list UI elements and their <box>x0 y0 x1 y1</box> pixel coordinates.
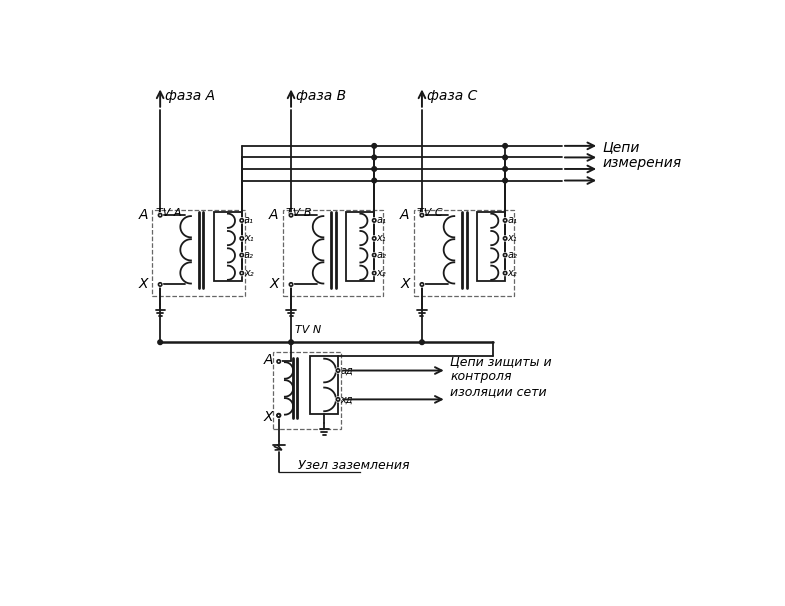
Text: a₂: a₂ <box>507 250 517 260</box>
Text: Цепи
измерения: Цепи измерения <box>602 140 681 170</box>
Circle shape <box>289 340 294 345</box>
Circle shape <box>419 213 425 218</box>
Circle shape <box>372 236 377 241</box>
Bar <box>273 352 341 429</box>
Circle shape <box>503 144 507 148</box>
Text: A: A <box>269 208 279 222</box>
Circle shape <box>335 397 341 402</box>
Circle shape <box>372 253 377 258</box>
Text: фаза A: фаза A <box>165 89 215 103</box>
Circle shape <box>503 167 507 171</box>
Circle shape <box>276 413 281 418</box>
Circle shape <box>372 155 377 160</box>
Circle shape <box>502 253 508 258</box>
Text: X: X <box>269 278 279 291</box>
Circle shape <box>239 271 244 276</box>
Text: aд: aд <box>341 365 353 376</box>
Circle shape <box>503 178 507 183</box>
Text: A: A <box>400 208 410 222</box>
Text: Цепи зищиты и
контроля
изоляции сети: Цепи зищиты и контроля изоляции сети <box>451 355 552 398</box>
Text: x₂: x₂ <box>377 268 386 278</box>
Text: a₁: a₁ <box>377 215 386 225</box>
Text: x₂: x₂ <box>244 268 254 278</box>
Text: x₂: x₂ <box>507 268 517 278</box>
Text: a₁: a₁ <box>244 215 254 225</box>
Bar <box>214 212 242 281</box>
Text: x₁: x₁ <box>244 233 254 244</box>
Circle shape <box>502 236 508 241</box>
Text: Узел заземления: Узел заземления <box>298 459 410 472</box>
Circle shape <box>239 236 244 241</box>
Circle shape <box>420 340 424 345</box>
Bar <box>414 210 514 296</box>
Circle shape <box>419 282 425 287</box>
Text: X: X <box>263 410 273 424</box>
Circle shape <box>158 282 162 287</box>
Text: x₁: x₁ <box>377 233 386 244</box>
Text: a₂: a₂ <box>244 250 254 260</box>
Text: TV N: TV N <box>295 325 321 335</box>
Text: TV B: TV B <box>287 208 312 218</box>
Bar <box>283 210 383 296</box>
Circle shape <box>502 218 508 223</box>
Text: xд: xд <box>341 395 352 404</box>
Text: TV C: TV C <box>418 208 443 218</box>
Circle shape <box>289 282 294 287</box>
Bar <box>477 212 505 281</box>
Circle shape <box>372 218 377 223</box>
Circle shape <box>335 368 341 373</box>
Text: A: A <box>263 353 273 367</box>
Circle shape <box>372 144 377 148</box>
Text: X: X <box>138 278 148 291</box>
Circle shape <box>372 271 377 276</box>
Text: фаза C: фаза C <box>426 89 477 103</box>
Circle shape <box>276 359 281 364</box>
Bar <box>152 210 245 296</box>
Circle shape <box>276 413 281 418</box>
Text: фаза B: фаза B <box>296 89 345 103</box>
Text: x₁: x₁ <box>507 233 517 244</box>
Circle shape <box>289 213 294 218</box>
Circle shape <box>502 271 508 276</box>
Circle shape <box>239 253 244 258</box>
Circle shape <box>503 155 507 160</box>
Circle shape <box>158 213 162 218</box>
Bar <box>346 212 374 281</box>
Text: a₁: a₁ <box>507 215 517 225</box>
Circle shape <box>372 178 377 183</box>
Circle shape <box>239 218 244 223</box>
Circle shape <box>372 167 377 171</box>
Text: X: X <box>400 278 410 291</box>
Bar <box>310 356 338 414</box>
Text: A: A <box>138 208 148 222</box>
Text: TV A: TV A <box>155 208 181 218</box>
Circle shape <box>158 340 162 345</box>
Text: a₂: a₂ <box>377 250 386 260</box>
